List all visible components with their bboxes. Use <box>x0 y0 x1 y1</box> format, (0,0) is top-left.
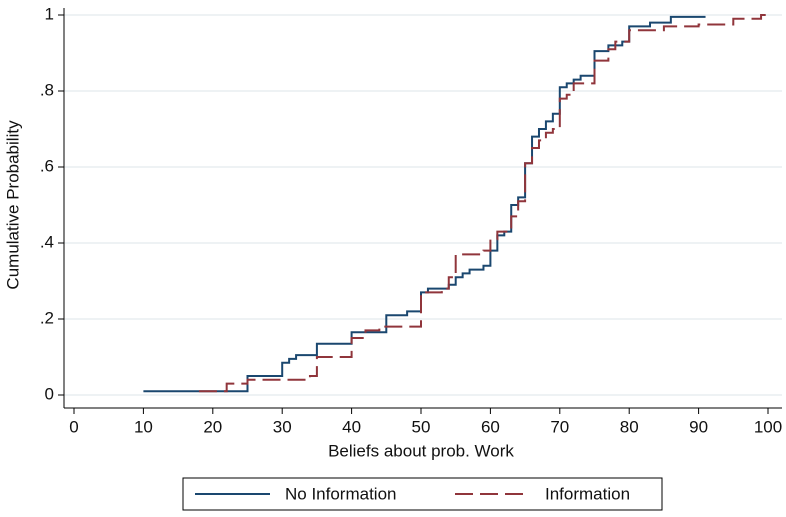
legend-label: Information <box>545 484 630 503</box>
cdf-line <box>198 14 768 393</box>
x-tick-label: 30 <box>273 417 292 436</box>
x-tick-label: 50 <box>412 417 431 436</box>
x-tick-label: 80 <box>620 417 639 436</box>
x-tick-label: 20 <box>203 417 222 436</box>
x-tick-label: 60 <box>481 417 500 436</box>
x-tick-label: 100 <box>754 417 782 436</box>
legend-label: No Information <box>285 484 397 503</box>
x-axis-title: Beliefs about prob. Work <box>328 441 514 460</box>
y-axis-title: Cumulative Probability <box>3 120 22 290</box>
y-tick-label: .8 <box>40 80 54 99</box>
y-tick-label: .4 <box>40 232 54 251</box>
y-tick-label: 1 <box>45 4 54 23</box>
x-tick-label: 40 <box>342 417 361 436</box>
x-tick-label: 0 <box>69 417 78 436</box>
y-tick-label: .6 <box>40 156 54 175</box>
x-tick-label: 10 <box>134 417 153 436</box>
cdf-line <box>143 15 706 393</box>
x-tick-label: 70 <box>550 417 569 436</box>
y-tick-label: 0 <box>45 384 54 403</box>
x-tick-label: 90 <box>689 417 708 436</box>
y-tick-label: .2 <box>40 308 54 327</box>
